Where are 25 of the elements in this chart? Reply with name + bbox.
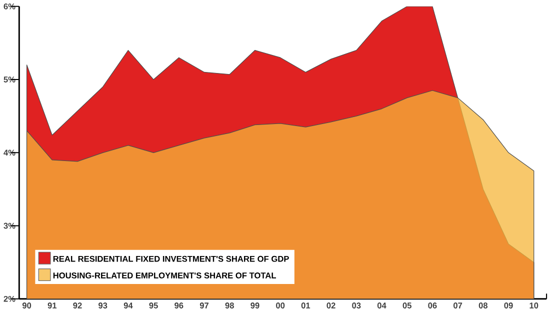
x-tick-label: 05 — [402, 302, 412, 308]
x-tick-label: 95 — [149, 302, 158, 308]
x-tick-label: 01 — [301, 302, 310, 308]
x-tick-label: 93 — [98, 302, 108, 308]
x-tick-label: 94 — [124, 302, 133, 308]
x-tick-label: 06 — [428, 302, 437, 308]
legend-label: REAL RESIDENTIAL FIXED INVESTMENT'S SHARE OF GDP — [53, 256, 289, 262]
x-tick-label: 98 — [225, 302, 234, 308]
y-tick-label: 4% — [4, 150, 16, 156]
x-tick-label: 04 — [377, 302, 386, 308]
x-tick-label: 03 — [352, 302, 361, 308]
x-tick-label: 99 — [250, 302, 260, 308]
x-tick-label: 90 — [22, 302, 32, 308]
x-tick-label: 00 — [276, 302, 285, 308]
x-tick-label: 09 — [504, 302, 513, 308]
x-tick-label: 02 — [326, 302, 336, 308]
x-tick-label: 92 — [73, 302, 82, 308]
x-tick-label: 07 — [453, 302, 462, 308]
legend-label: HOUSING-RELATED EMPLOYMENT'S SHARE OF TOTAL — [53, 272, 276, 278]
x-tick-label: 97 — [200, 302, 209, 308]
x-tick-label: 08 — [478, 302, 488, 308]
x-tick-label: 10 — [530, 302, 538, 308]
y-tick-label: 3% — [4, 222, 16, 229]
x-tick-label: 91 — [48, 302, 57, 308]
x-tick-label: 96 — [174, 302, 184, 308]
